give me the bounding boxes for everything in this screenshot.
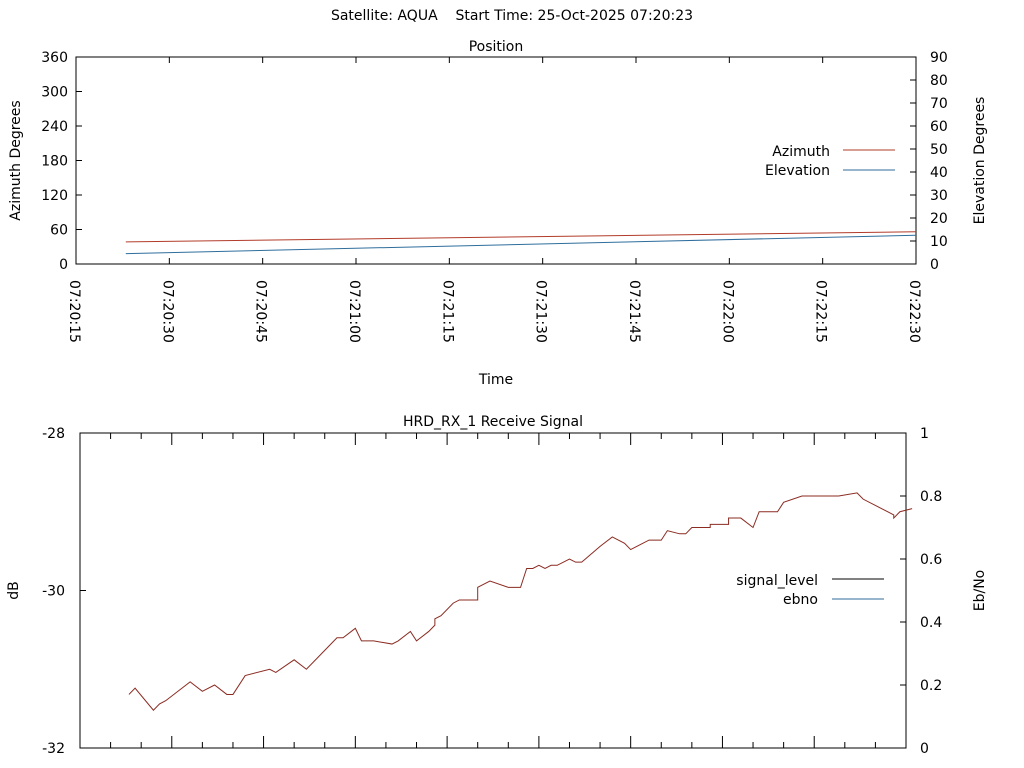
azimuth-tick-label: 240 [41,119,68,135]
start-time-label: Start Time: 25-Oct-2025 07:20:23 [455,8,694,24]
elevation-tick-label: 50 [930,142,948,158]
azimuth-tick-label: 120 [41,188,68,204]
ebno-tick-label: 0.2 [920,678,942,694]
time-tick-label: 07:21:00 [346,280,362,343]
elevation-tick-label: 30 [930,188,948,204]
db-tick-label: -30 [42,584,65,600]
time-tick-label: 07:22:30 [906,280,922,343]
signal-plot-frame [79,432,907,749]
time-tick-label: 07:20:45 [253,280,269,343]
ebno-tick-label: 0.4 [920,615,942,631]
elevation-series-line [125,234,917,255]
db-tick-label: -28 [42,426,65,442]
ebno-tick-label: 0.8 [920,489,942,505]
ebno-axis-label: Eb/No [972,570,988,612]
time-tick-label: 07:21:30 [533,280,549,343]
ebno-tick-label: 0 [920,741,929,757]
satellite-label: Satellite: AQUA [330,8,438,24]
azimuth-tick-label: 360 [41,50,68,66]
time-tick-label: 07:20:15 [66,280,82,343]
time-tick-label: 07:22:00 [719,280,735,343]
ebno-legend-label: ebno [783,592,818,608]
azimuth-tick-label: 0 [59,257,68,273]
azimuth-tick-label: 180 [41,154,68,170]
azimuth-tick-label: 60 [50,223,68,239]
time-tick-label: 07:20:30 [159,280,175,343]
elevation-tick-label: 70 [930,96,948,112]
elevation-tick-label: 90 [930,50,948,66]
elevation-tick-label: 60 [930,119,948,135]
elevation-tick-label: 80 [930,73,948,89]
time-tick-label: 07:22:15 [813,280,829,343]
elevation-tick-label: 20 [930,211,948,227]
position-title: Position [469,39,524,55]
signal-title: HRD_RX_1 Receive Signal [403,414,583,430]
elevation-tick-label: 0 [930,257,939,273]
db-axis-label: dB [6,581,22,600]
azimuth-legend-label: Azimuth [772,144,830,160]
time-axis-label: Time [478,372,513,388]
elevation-axis-label: Elevation Degrees [972,97,988,225]
azimuth-tick-label: 300 [41,85,68,101]
azimuth-axis-label: Azimuth Degrees [8,100,24,220]
azimuth-series-line [125,231,917,243]
signal-trace-line [128,492,913,711]
ebno-tick-label: 1 [920,426,929,442]
ebno-tick-label: 0.6 [920,552,942,568]
elevation-tick-label: 40 [930,165,948,181]
time-tick-label: 07:21:15 [439,280,455,343]
page-title: Satellite: AQUA Start Time: 25-Oct-2025 … [0,8,1024,24]
elevation-tick-label: 10 [930,234,948,250]
elevation-legend-label: Elevation [765,163,830,179]
time-tick-label: 07:21:45 [626,280,642,343]
db-tick-label: -32 [42,741,65,757]
signal-level-legend-label: signal_level [736,573,818,589]
